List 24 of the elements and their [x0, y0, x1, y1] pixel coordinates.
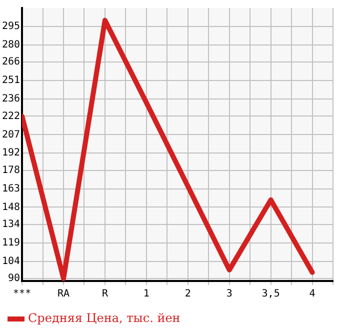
y-tick-label: 192 [2, 148, 20, 159]
y-tick-label: 280 [2, 39, 20, 50]
y-tick-label: 178 [2, 164, 20, 176]
y-tick-label: 119 [2, 237, 20, 248]
x-tick-label: *** [13, 288, 32, 300]
y-tick-label: 104 [2, 256, 20, 267]
y-tick-label: 295 [2, 21, 20, 32]
x-tick-label: 4 [309, 288, 316, 300]
x-tick-label: RA [57, 288, 70, 300]
x-tick-label: 2 [184, 288, 191, 300]
y-tick-label: 207 [2, 129, 20, 140]
x-tick-label: 1 [143, 288, 150, 300]
y-tick-label: 163 [2, 183, 20, 194]
y-tick-label: 266 [2, 56, 20, 68]
y-tick-label: 148 [2, 202, 20, 213]
y-tick-label: 251 [2, 75, 20, 86]
y-tick-label: 134 [2, 219, 20, 230]
y-tick-label: 90 [8, 273, 20, 284]
x-tick-label: R [102, 288, 109, 300]
legend-label: Средняя Цена, тыс. йен [28, 311, 180, 326]
y-tick-label: 222 [2, 110, 20, 122]
x-tick-label: 3,5 [262, 288, 280, 300]
y-tick-label: 236 [2, 94, 20, 105]
x-tick-label: 3 [226, 288, 232, 300]
